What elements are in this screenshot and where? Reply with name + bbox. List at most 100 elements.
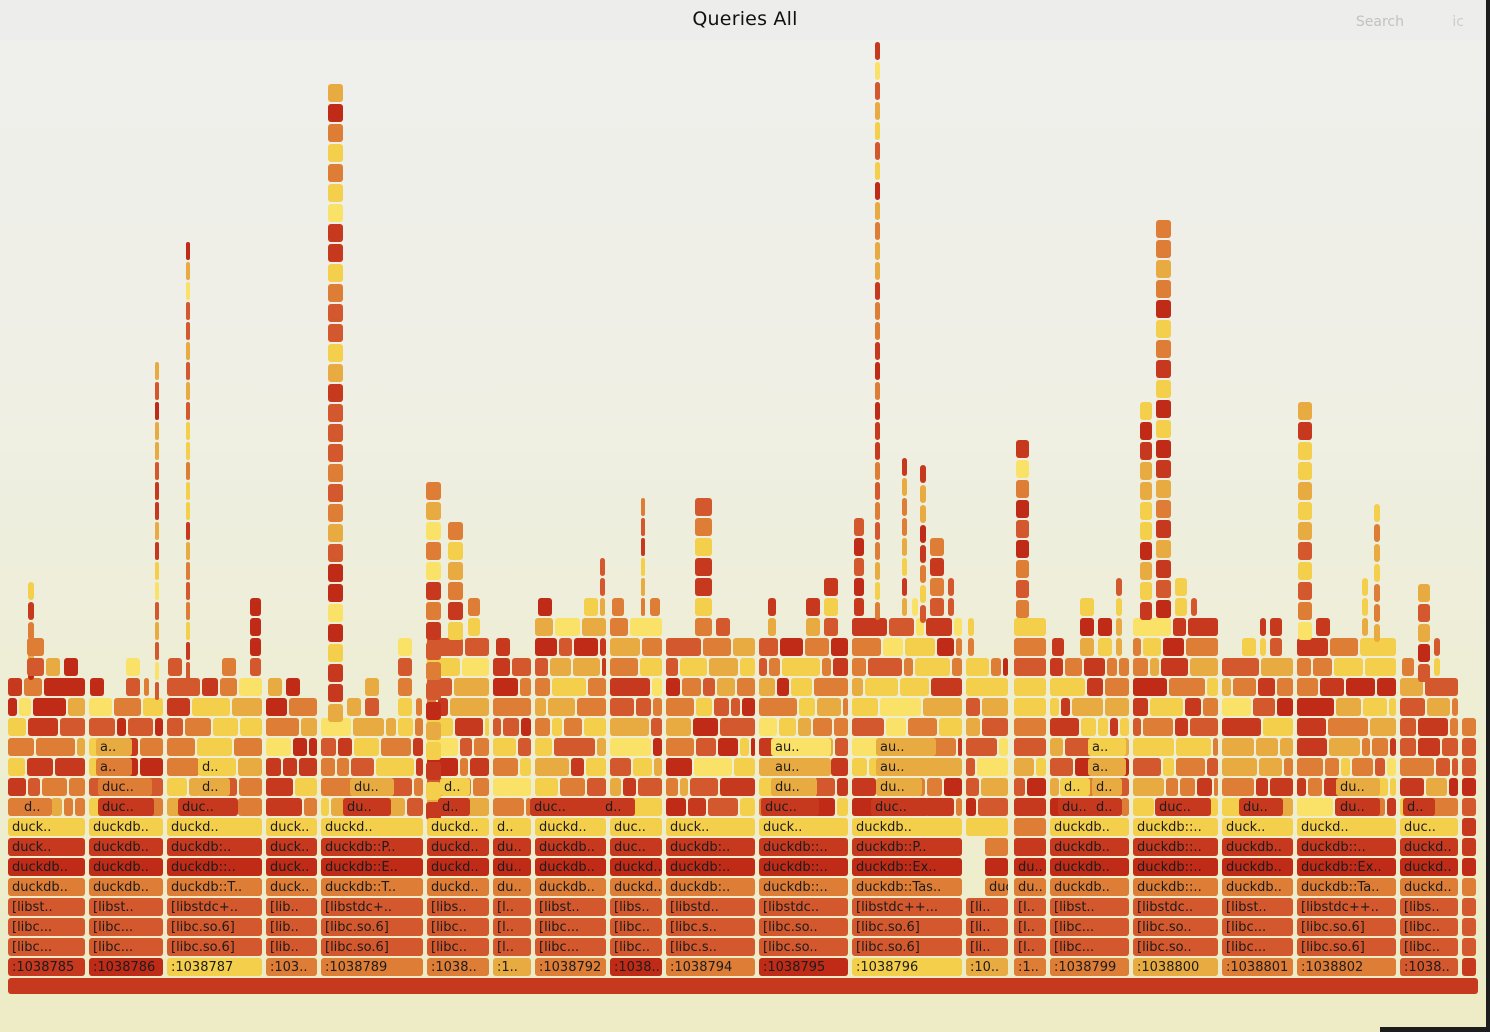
flame-block[interactable] bbox=[520, 678, 531, 696]
flame-block[interactable] bbox=[328, 604, 343, 622]
flame-block[interactable] bbox=[716, 618, 730, 636]
flame-block[interactable]: du.. bbox=[493, 858, 531, 876]
flame-block[interactable] bbox=[512, 658, 531, 676]
flame-block[interactable] bbox=[875, 482, 880, 500]
flame-block[interactable] bbox=[610, 778, 621, 796]
flame-block[interactable] bbox=[623, 778, 636, 796]
flame-block[interactable] bbox=[999, 738, 1008, 756]
flame-block[interactable]: duckdb:.. bbox=[167, 838, 262, 856]
flame-block[interactable]: [libc... bbox=[89, 938, 163, 956]
flame-block[interactable] bbox=[1360, 638, 1396, 656]
flame-block[interactable] bbox=[1016, 560, 1029, 578]
flame-block[interactable] bbox=[852, 758, 867, 776]
flame-block[interactable] bbox=[1014, 798, 1046, 816]
flame-block[interactable] bbox=[1072, 698, 1103, 716]
flame-block[interactable]: [libc... bbox=[535, 938, 606, 956]
flame-block[interactable]: [libc.. bbox=[1400, 938, 1458, 956]
flame-block[interactable] bbox=[1156, 400, 1171, 418]
flame-block[interactable]: [libc... bbox=[1222, 918, 1293, 936]
flame-block[interactable] bbox=[328, 84, 343, 102]
flame-block[interactable]: :1038795 bbox=[759, 958, 848, 976]
flame-block[interactable] bbox=[1374, 584, 1380, 602]
flame-block[interactable] bbox=[817, 698, 841, 716]
flame-block[interactable] bbox=[833, 658, 848, 676]
flame-block[interactable]: [libstdc.. bbox=[759, 898, 848, 916]
flame-block[interactable] bbox=[1277, 698, 1293, 716]
ic-button[interactable]: ic bbox=[1452, 14, 1464, 30]
flame-block[interactable] bbox=[186, 502, 190, 520]
flame-block[interactable] bbox=[883, 638, 903, 656]
flame-block[interactable] bbox=[1116, 618, 1122, 636]
flame-block[interactable] bbox=[717, 678, 735, 696]
flame-block[interactable] bbox=[386, 718, 396, 736]
flame-block[interactable] bbox=[1336, 698, 1361, 716]
flame-block[interactable] bbox=[450, 698, 489, 716]
flame-block[interactable] bbox=[780, 638, 803, 656]
flame-block[interactable] bbox=[1418, 664, 1430, 682]
flame-block[interactable] bbox=[1133, 658, 1148, 676]
flame-block[interactable] bbox=[1050, 698, 1059, 716]
flame-block[interactable] bbox=[398, 678, 412, 696]
flame-block[interactable]: duckdb:.. bbox=[666, 878, 755, 896]
flame-block[interactable]: [l.. bbox=[493, 898, 531, 916]
flame-block[interactable]: duc.. bbox=[530, 798, 588, 816]
flame-block[interactable] bbox=[703, 678, 715, 696]
flame-block[interactable] bbox=[875, 182, 880, 200]
flame-block[interactable] bbox=[1190, 718, 1218, 736]
flame-block[interactable] bbox=[759, 698, 797, 716]
flame-block[interactable] bbox=[1462, 838, 1476, 856]
flame-block[interactable] bbox=[1233, 678, 1256, 696]
flame-block[interactable] bbox=[520, 758, 531, 776]
flame-block[interactable] bbox=[806, 598, 820, 616]
flamegraph-canvas[interactable]: a.. au.. au.. a.. a.. d.. au.. au.. a.. duc.. d.. d… bbox=[0, 0, 1490, 1000]
flame-block[interactable] bbox=[835, 738, 848, 756]
flame-block[interactable] bbox=[186, 602, 190, 620]
flame-block[interactable] bbox=[1449, 778, 1458, 796]
flame-block[interactable] bbox=[28, 718, 58, 736]
flame-block[interactable] bbox=[600, 578, 605, 596]
flame-block[interactable] bbox=[1452, 698, 1458, 716]
flame-block[interactable] bbox=[496, 638, 510, 656]
flame-block[interactable] bbox=[968, 618, 974, 636]
flame-block[interactable]: duck.. bbox=[266, 878, 317, 896]
flame-block[interactable]: :1.. bbox=[1014, 958, 1046, 976]
flame-block[interactable] bbox=[1156, 500, 1171, 518]
flame-block[interactable]: :1038800 bbox=[1133, 958, 1218, 976]
flame-block[interactable] bbox=[1352, 758, 1373, 776]
flame-block[interactable] bbox=[398, 658, 412, 676]
flame-block[interactable] bbox=[328, 144, 343, 162]
flame-block[interactable] bbox=[875, 542, 880, 560]
flame-block[interactable]: [lib.. bbox=[266, 898, 317, 916]
flame-block[interactable] bbox=[1270, 778, 1293, 796]
flame-block[interactable] bbox=[1462, 758, 1476, 776]
flame-block[interactable] bbox=[920, 545, 926, 563]
flame-block[interactable] bbox=[1050, 678, 1085, 696]
flame-block[interactable] bbox=[1222, 778, 1254, 796]
flame-block[interactable]: duckdb::Tas.. bbox=[852, 878, 962, 896]
flame-block[interactable] bbox=[905, 638, 935, 656]
flame-block[interactable]: duckdb::E.. bbox=[321, 858, 423, 876]
flame-block[interactable] bbox=[19, 698, 31, 716]
flame-block[interactable] bbox=[155, 562, 159, 580]
flame-block[interactable] bbox=[666, 758, 692, 776]
flame-block[interactable] bbox=[1116, 598, 1122, 616]
flame-block[interactable] bbox=[875, 562, 880, 580]
flame-block[interactable]: :1038787 bbox=[167, 958, 262, 976]
flame-block[interactable] bbox=[751, 738, 755, 756]
flame-block[interactable] bbox=[1133, 738, 1174, 756]
flame-block[interactable] bbox=[854, 598, 864, 616]
flame-block[interactable] bbox=[238, 798, 262, 816]
flame-block[interactable] bbox=[426, 642, 441, 660]
flame-block[interactable] bbox=[186, 322, 190, 340]
flame-block[interactable] bbox=[1084, 658, 1105, 676]
flame-block[interactable] bbox=[328, 204, 343, 222]
flame-block[interactable]: [libs.. bbox=[1400, 898, 1458, 916]
flame-block[interactable] bbox=[155, 422, 159, 440]
flame-block[interactable] bbox=[24, 678, 42, 696]
flame-root-bar[interactable] bbox=[8, 978, 1478, 994]
flame-block[interactable]: duckdb.. bbox=[1050, 818, 1129, 836]
flame-block[interactable] bbox=[548, 698, 575, 716]
flame-block[interactable] bbox=[920, 525, 926, 543]
flame-block[interactable]: duckdb.. bbox=[1050, 838, 1129, 856]
flame-block[interactable] bbox=[1190, 658, 1218, 676]
